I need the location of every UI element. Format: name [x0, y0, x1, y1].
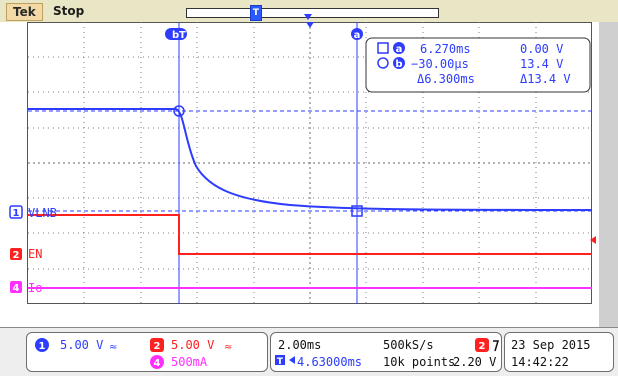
waveform-svg: 1 VLNB 2 EN 4 Io b T a [9, 22, 596, 304]
trigger-level-marker-icon [590, 236, 596, 244]
ch2-label-badge[interactable] [10, 248, 22, 260]
trigger-slope-falling-edge-icon [493, 340, 500, 352]
ch2-volts-per-div[interactable]: 5.00 V [171, 338, 214, 352]
ch2-waveform [28, 214, 592, 255]
vertical-settings-box[interactable]: 1 5.00 V ≈ 2 5.00 V ≈ 4 500mA [26, 332, 268, 372]
trigger-marker-label: T [179, 30, 186, 41]
ch2-label-name: EN [28, 247, 42, 261]
cursor-a-voltage: 0.00 V [520, 42, 563, 56]
ch1-label-name: VLNB [28, 206, 57, 220]
waveforms [28, 105, 596, 289]
cursor-b-voltage: 13.4 V [520, 57, 563, 71]
ch1-waveform [28, 108, 593, 211]
date: 23 Sep 2015 [511, 338, 590, 352]
ch4-label-number: 4 [13, 283, 20, 294]
horizontal-position-icon [275, 355, 285, 365]
date-time-svg: 23 Sep 2015 14:42:22 [511, 338, 590, 369]
horizontal-trigger-svg: 2.00ms 500kS/s 2 T 4.63000ms 10k points … [275, 338, 500, 369]
bottom-settings-panel: 1 5.00 V ≈ 2 5.00 V ≈ 4 500mA 2.00ms 500… [0, 327, 618, 376]
ch4-label-badge[interactable] [10, 281, 22, 293]
trigger-source-badge-number: 2 [479, 341, 486, 352]
cursor-a-time: 6.270ms [420, 42, 471, 56]
cursor-a-badge-icon [393, 42, 405, 54]
cursors [28, 22, 592, 304]
ch4-label-name: Io [28, 281, 42, 295]
waveform-display[interactable]: 1 VLNB 2 EN 4 Io b T a [0, 22, 600, 327]
cursor-b-point-marker-icon [173, 105, 185, 117]
ch4-badge-icon [150, 355, 164, 369]
ch2-bandwidth-limit-icon: ≈ [224, 342, 232, 353]
ch4-badge-number: 4 [154, 358, 161, 369]
sample-rate: 500kS/s [383, 338, 434, 352]
timebase[interactable]: 2.00ms [278, 338, 321, 352]
cursor-b-symbol-circle-icon [377, 57, 389, 69]
ch1-label-number: 1 [13, 208, 20, 219]
ch1-label-badge[interactable] [9, 205, 23, 219]
top-tags: b T a [165, 22, 363, 41]
cursor-a-tag-label: a [354, 30, 361, 41]
ch1-badge-number: 1 [39, 341, 46, 352]
ch2-badge-number: 2 [154, 341, 161, 352]
channel-labels: 1 VLNB 2 EN 4 Io [9, 205, 57, 295]
right-side-bar [599, 22, 618, 327]
ch2-badge-icon [150, 338, 164, 352]
horizontal-position-icon-letter: T [277, 357, 284, 367]
cursor-delta-voltage: Δ13.4 V [520, 72, 571, 86]
ch4-amps-per-div[interactable]: 500mA [171, 355, 208, 369]
time-center-marker-icon [306, 22, 314, 28]
record-length: 10k points [383, 355, 455, 369]
cursor-a-point-marker-icon [351, 205, 363, 217]
cursor-a-symbol-square-icon [377, 42, 389, 54]
cursor-b-time: −30.00μs [411, 57, 469, 71]
cursor-readout-box [365, 37, 591, 93]
cursor-b-badge-letter: b [395, 59, 402, 70]
trigger-source-badge-icon [475, 338, 489, 352]
graticule [27, 22, 592, 304]
time: 14:42:22 [511, 355, 569, 369]
top-indicators [304, 14, 312, 20]
cursor-b-badge-icon [393, 57, 405, 69]
cursor-delta-time: Δ6.300ms [417, 72, 475, 86]
ch1-badge-icon [35, 338, 49, 352]
record-position-bar[interactable]: T [186, 5, 439, 21]
record-trigger-marker[interactable]: T [250, 5, 262, 21]
cursor-b-tag-label: b [172, 30, 179, 41]
trigger-position-caret-icon [304, 14, 312, 20]
cursor-readout: a 6.270ms 0.00 V b −30.00μs 13.4 V Δ6.30… [365, 37, 591, 93]
ch2-label-number: 2 [13, 250, 20, 261]
cursor-b-tag[interactable] [165, 28, 187, 40]
cursor-a-tag[interactable] [351, 28, 363, 40]
horizontal-trigger-box[interactable]: 2.00ms 500kS/s 2 T 4.63000ms 10k points … [270, 332, 502, 372]
vertical-settings-svg: 1 5.00 V ≈ 2 5.00 V ≈ 4 500mA [35, 338, 232, 369]
date-time-box: 23 Sep 2015 14:42:22 [504, 332, 614, 372]
horizontal-position[interactable]: 4.63000ms [297, 355, 362, 369]
run-state-label: Stop [53, 4, 85, 18]
brand-label: Tek [6, 3, 43, 21]
ch1-volts-per-div[interactable]: 5.00 V [60, 338, 103, 352]
graticule-vertical-lines [83, 22, 537, 304]
cursor-a-badge-letter: a [396, 44, 403, 55]
top-status-bar: Tek Stop T [0, 0, 618, 23]
ch1-bandwidth-limit-icon: ≈ [109, 342, 117, 353]
horizontal-position-arrow-icon [289, 356, 295, 364]
trigger-level[interactable]: 2.20 V [453, 355, 496, 369]
